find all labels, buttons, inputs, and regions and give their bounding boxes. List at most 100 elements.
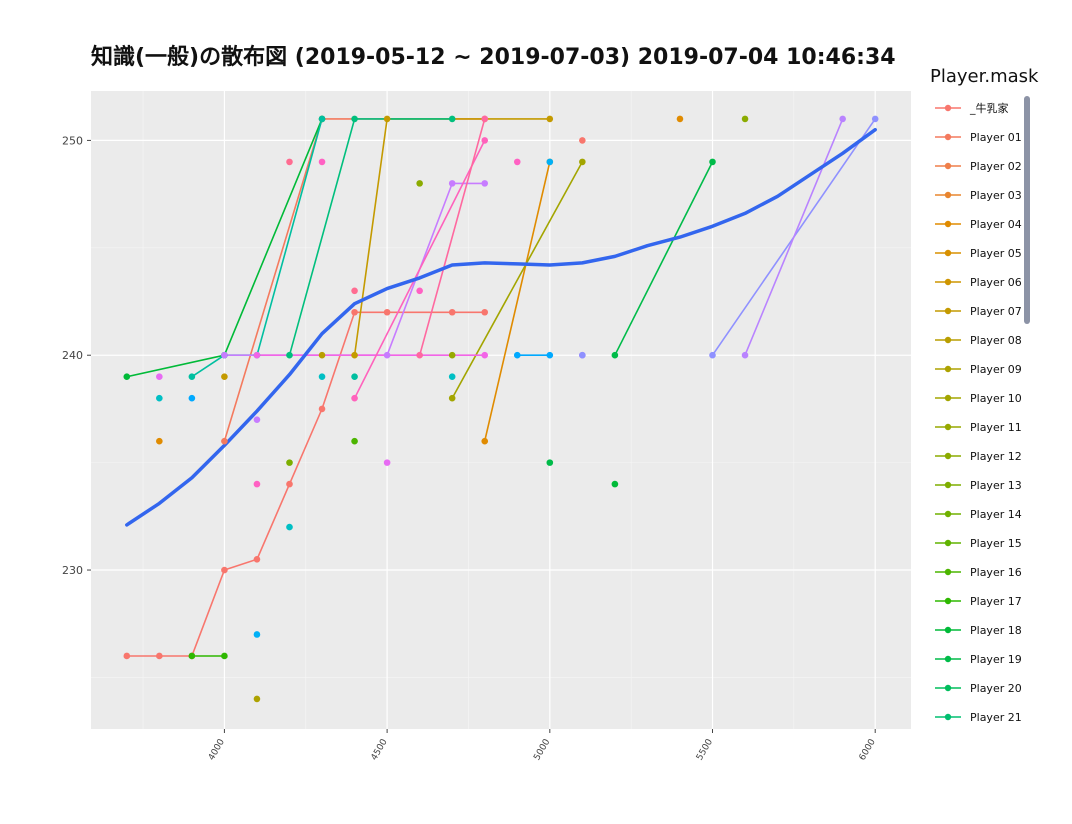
x-tick-label-2: 5000 bbox=[532, 737, 552, 762]
x-tick-label-0: 4000 bbox=[207, 737, 227, 762]
series-5-point-0 bbox=[188, 652, 196, 660]
legend-item-15[interactable]: Player 15 bbox=[935, 537, 1022, 550]
legend-item-9[interactable]: Player 09 bbox=[935, 363, 1022, 376]
series-line-12 bbox=[744, 118, 844, 356]
legend-item-6[interactable]: Player 06 bbox=[935, 276, 1022, 289]
scatter-point-16 bbox=[351, 373, 358, 381]
legend-item-1[interactable]: Player 01 bbox=[935, 131, 1022, 144]
legend-label-3: Player 03 bbox=[970, 189, 1022, 202]
y-tick-label-0: 230 bbox=[62, 564, 83, 577]
legend-label-17: Player 17 bbox=[970, 595, 1022, 608]
y-axis: 230 240 250 bbox=[62, 134, 91, 577]
legend-item-0[interactable]: _牛乳家 bbox=[935, 101, 1009, 115]
legend-item-14[interactable]: Player 14 bbox=[935, 508, 1022, 521]
series-9-point-3 bbox=[318, 115, 326, 123]
scatter-point-2 bbox=[156, 437, 163, 445]
legend-item-7[interactable]: Player 07 bbox=[935, 305, 1022, 318]
series-7-point-1 bbox=[709, 158, 716, 166]
legend-label-7: Player 07 bbox=[970, 305, 1022, 318]
scatter-point-14 bbox=[318, 373, 326, 381]
series-0-point-9 bbox=[448, 308, 456, 316]
legend-item-2[interactable]: Player 02 bbox=[935, 160, 1022, 173]
scatter-point-11 bbox=[286, 523, 293, 531]
legend-item-12[interactable]: Player 12 bbox=[935, 450, 1022, 463]
series-16-point-1 bbox=[481, 115, 489, 123]
series-12-point-0 bbox=[741, 351, 749, 359]
scatter-point-7 bbox=[253, 631, 261, 638]
x-tick-label-1: 4500 bbox=[370, 737, 390, 762]
series-8-point-2 bbox=[448, 115, 456, 123]
legend[interactable]: Player.mask _牛乳家 Player 01 Player 02 Player… bbox=[930, 66, 1039, 724]
legend-label-8: Player 08 bbox=[970, 334, 1022, 347]
legend-label-16: Player 16 bbox=[970, 566, 1022, 579]
series-2-point-0 bbox=[481, 437, 489, 445]
legend-item-11[interactable]: Player 11 bbox=[935, 421, 1022, 434]
legend-swatch-dot-16 bbox=[944, 568, 952, 576]
legend-swatch-dot-15 bbox=[944, 539, 952, 547]
legend-label-1: Player 01 bbox=[970, 131, 1022, 144]
legend-swatch-dot-13 bbox=[944, 481, 952, 489]
legend-swatch-dot-12 bbox=[944, 452, 952, 460]
series-0-point-0 bbox=[123, 652, 131, 660]
y-tick-label-1: 240 bbox=[62, 349, 83, 362]
legend-swatch-dot-14 bbox=[944, 510, 952, 518]
series-10-point-0 bbox=[513, 351, 521, 359]
grid bbox=[91, 91, 911, 729]
series-3-point-0 bbox=[351, 351, 358, 359]
legend-swatch-dot-19 bbox=[944, 655, 952, 663]
legend-swatch-dot-9 bbox=[944, 365, 952, 373]
scatter-point-23 bbox=[513, 158, 521, 166]
legend-item-21[interactable]: Player 21 bbox=[935, 711, 1022, 724]
series-12-point-1 bbox=[839, 115, 846, 123]
legend-item-4[interactable]: Player 04 bbox=[935, 218, 1022, 231]
chart-title: 知識(一般)の散布図 (2019-05-12 ~ 2019-07-03) 201… bbox=[91, 44, 896, 70]
series-13-point-3 bbox=[481, 180, 489, 187]
series-11-point-1 bbox=[871, 115, 879, 123]
series-14-point-0 bbox=[253, 351, 261, 359]
scatter-point-5 bbox=[253, 416, 261, 423]
plot-panel bbox=[91, 91, 911, 729]
series-0-point-3 bbox=[221, 566, 228, 574]
legend-swatch-dot-7 bbox=[944, 307, 952, 315]
legend-label-15: Player 15 bbox=[970, 537, 1022, 550]
series-5-point-1 bbox=[221, 652, 228, 660]
scatter-point-6 bbox=[253, 480, 261, 488]
legend-item-18[interactable]: Player 18 bbox=[935, 624, 1022, 637]
scatter-point-8 bbox=[253, 695, 261, 703]
legend-swatch-dot-10 bbox=[944, 394, 952, 402]
legend-item-20[interactable]: Player 20 bbox=[935, 682, 1022, 695]
legend-scrollbar[interactable] bbox=[1024, 96, 1030, 324]
series-line-15 bbox=[353, 140, 486, 399]
legend-item-10[interactable]: Player 10 bbox=[935, 392, 1022, 405]
series-15-point-0 bbox=[351, 394, 358, 402]
scatter-point-28 bbox=[579, 351, 586, 359]
legend-item-13[interactable]: Player 13 bbox=[935, 479, 1022, 492]
legend-label-2: Player 02 bbox=[970, 160, 1022, 173]
scatter-point-0 bbox=[156, 373, 163, 381]
legend-label-9: Player 09 bbox=[970, 363, 1022, 376]
legend-item-3[interactable]: Player 03 bbox=[935, 189, 1022, 202]
legend-swatch-dot-20 bbox=[944, 684, 952, 692]
legend-label-11: Player 11 bbox=[970, 421, 1022, 434]
legend-swatch-dot-1 bbox=[944, 133, 952, 141]
legend-item-16[interactable]: Player 16 bbox=[935, 566, 1022, 579]
series-16-point-0 bbox=[416, 351, 423, 359]
scatter-point-10 bbox=[286, 459, 293, 466]
legend-item-8[interactable]: Player 08 bbox=[935, 334, 1022, 347]
legend-item-17[interactable]: Player 17 bbox=[935, 595, 1022, 608]
series-15-point-1 bbox=[481, 137, 489, 144]
legend-item-19[interactable]: Player 19 bbox=[935, 653, 1022, 666]
series-0-point-6 bbox=[318, 405, 326, 413]
series-3-point-1 bbox=[383, 115, 391, 123]
series-1-point-0 bbox=[221, 437, 228, 445]
x-tick-label-4: 6000 bbox=[858, 737, 878, 762]
scatter-point-3 bbox=[188, 394, 196, 402]
legend-label-18: Player 18 bbox=[970, 624, 1022, 637]
scatter-point-4 bbox=[221, 373, 228, 381]
legend-swatch-dot-21 bbox=[944, 713, 952, 721]
scatter-point-17 bbox=[351, 437, 358, 445]
legend-item-5[interactable]: Player 05 bbox=[935, 247, 1022, 260]
scatter-point-22 bbox=[448, 373, 456, 381]
legend-label-19: Player 19 bbox=[970, 653, 1022, 666]
legend-swatch-dot-2 bbox=[944, 162, 952, 170]
